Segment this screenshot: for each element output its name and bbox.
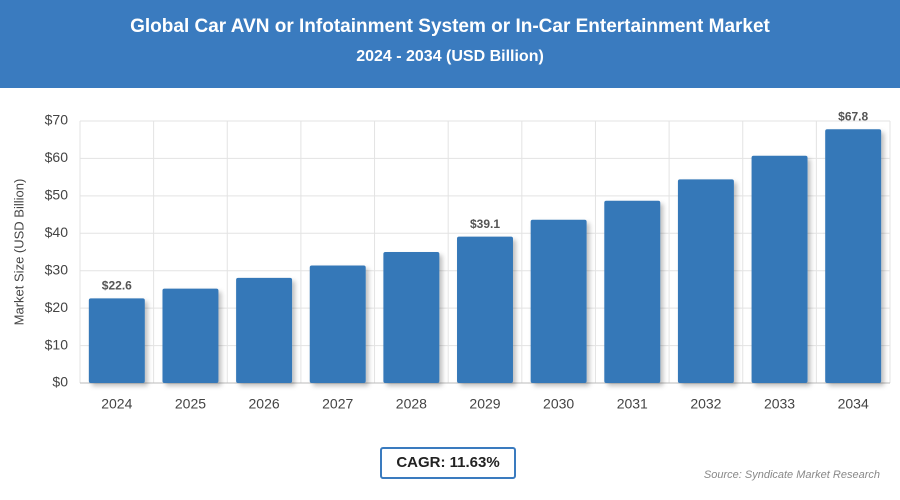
value-label: $39.1 (470, 217, 500, 231)
y-tick-label: $50 (45, 187, 69, 203)
y-axis-title: Market Size (USD Billion) (11, 179, 26, 326)
x-tick-label: 2030 (543, 396, 574, 412)
x-tick-label: 2024 (101, 396, 132, 412)
y-tick-label: $60 (45, 149, 69, 165)
chart-title: Global Car AVN or Infotainment System or… (130, 16, 770, 37)
y-tick-label: $40 (45, 224, 69, 240)
bar (751, 155, 808, 383)
y-tick-label: $30 (45, 261, 69, 277)
header-banner: Global Car AVN or Infotainment System or… (0, 0, 900, 88)
value-label: $22.6 (102, 279, 132, 293)
x-tick-label: 2029 (469, 396, 500, 412)
bar (825, 129, 882, 383)
bar (677, 179, 734, 383)
x-tick-label: 2026 (249, 396, 280, 412)
bar (236, 277, 293, 383)
x-tick-label: 2034 (838, 396, 869, 412)
bar (383, 252, 440, 383)
bar (604, 200, 661, 383)
x-tick-label: 2033 (764, 396, 795, 412)
value-label: $67.8 (838, 109, 868, 123)
cagr-box: CAGR: 11.63% (380, 447, 516, 479)
bar (162, 288, 219, 383)
x-tick-label: 2028 (396, 396, 427, 412)
bar (457, 236, 513, 383)
y-tick-label: $70 (45, 112, 69, 128)
x-tick-label: 2032 (690, 396, 721, 412)
y-tick-label: $20 (45, 299, 69, 315)
bar (309, 265, 366, 383)
x-tick-label: 2031 (617, 396, 648, 412)
y-tick-label: $10 (45, 336, 69, 352)
x-tick-label: 2027 (322, 396, 353, 412)
bar (88, 298, 145, 383)
x-tick-label: 2025 (175, 396, 206, 412)
bar (530, 219, 587, 383)
chart-subtitle: 2024 - 2034 (USD Billion) (356, 48, 544, 65)
y-tick-label: $0 (52, 374, 68, 390)
source-note: Source: Syndicate Market Research (703, 469, 880, 481)
